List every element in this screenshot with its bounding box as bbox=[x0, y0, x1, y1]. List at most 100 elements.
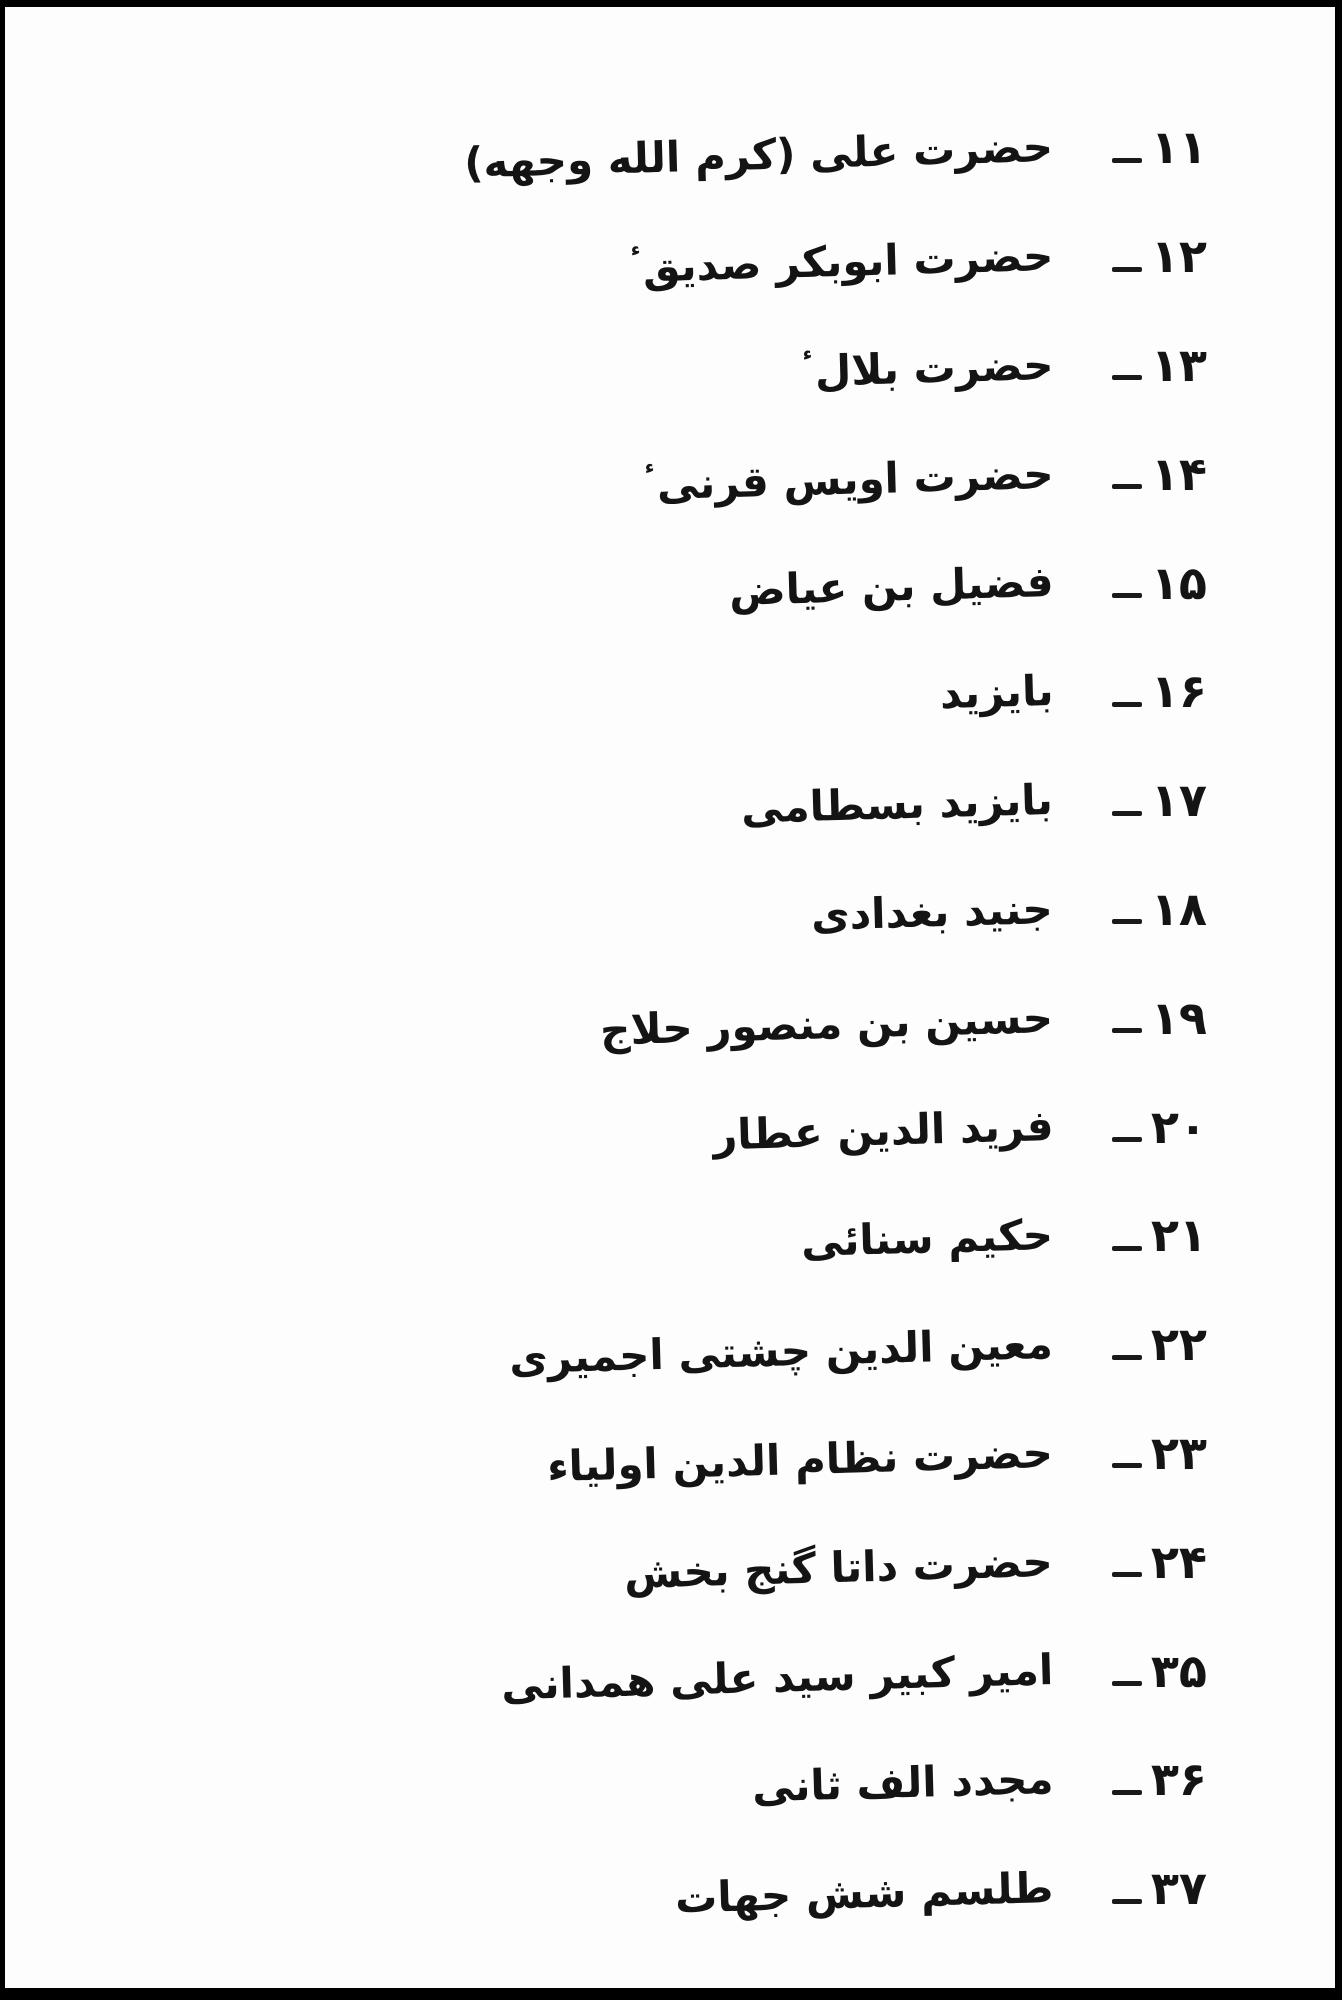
row-number-cell: ۱۹ bbox=[1111, 990, 1207, 1045]
row-number-dash bbox=[1111, 484, 1142, 490]
row-number: ۱۸ bbox=[1150, 881, 1207, 936]
row-name-text: بایزید بسطامی bbox=[740, 774, 1054, 833]
row-number-cell: ۱۸ bbox=[1111, 881, 1207, 936]
row-name-text: فضیل بن عیاض bbox=[727, 557, 1054, 616]
list-row: ۱۲ حضرت ابوبکر صدیقء bbox=[25, 202, 1207, 311]
list-row: ۱۴ حضرت اویس قرنیء bbox=[25, 419, 1207, 528]
row-name-text: بایزید bbox=[938, 666, 1054, 719]
row-name: حضرت بلالء bbox=[802, 339, 1054, 398]
row-name: بایزید bbox=[939, 665, 1054, 721]
row-number: ۱۷ bbox=[1150, 773, 1207, 828]
row-number-dash bbox=[1111, 266, 1142, 272]
row-name-text: معین الدین چشتی اجمیری bbox=[508, 1318, 1054, 1384]
list-row: ۱۱ حضرت علی (کرم الله وجهه) bbox=[25, 93, 1207, 202]
row-number: ۱۴ bbox=[1150, 446, 1207, 501]
row-number-cell: ۱۷ bbox=[1111, 773, 1207, 828]
row-number: ۱۱ bbox=[1150, 120, 1207, 175]
row-number-dash bbox=[1111, 1572, 1142, 1578]
row-name-text: امیر کبیر سید علی همدانی bbox=[500, 1645, 1054, 1710]
row-number-dash bbox=[1111, 919, 1142, 925]
list-row: ۱۳ حضرت بلالء bbox=[25, 311, 1207, 420]
row-name: حکیم سنائی bbox=[800, 1209, 1054, 1269]
list-row: ۲۱ حکیم سنائی bbox=[25, 1181, 1207, 1290]
row-number-cell: ۲۴ bbox=[1111, 1534, 1207, 1589]
row-number-dash bbox=[1111, 1898, 1142, 1904]
row-name: حضرت اویس قرنیء bbox=[644, 448, 1054, 512]
row-number-dash bbox=[1111, 1354, 1142, 1360]
list-row: ۳۵ امیر کبیر سید علی همدانی bbox=[25, 1616, 1207, 1725]
row-number: ۱۵ bbox=[1150, 555, 1207, 610]
list-row: ۱۹ حسین بن منصور حلاج bbox=[25, 963, 1207, 1072]
row-number: ۲۰ bbox=[1150, 1099, 1207, 1154]
row-name: حضرت علی (کرم الله وجهه) bbox=[464, 121, 1054, 190]
row-number: ۱۶ bbox=[1150, 664, 1207, 719]
row-number-dash bbox=[1111, 701, 1142, 707]
row-number-cell: ۱۴ bbox=[1111, 446, 1207, 501]
list-row: ۳۷ طلسم شش جهات bbox=[25, 1834, 1207, 1943]
row-name: حضرت ابوبکر صدیقء bbox=[630, 230, 1054, 294]
row-name: طلسم شش جهات bbox=[674, 1862, 1054, 1925]
row-number-dash bbox=[1111, 810, 1142, 816]
row-number-cell: ۱۲ bbox=[1111, 229, 1207, 284]
list-row: ۱۵ فضیل بن عیاض bbox=[25, 528, 1207, 637]
list-row: ۲۳ حضرت نظام الدین اولیاء bbox=[25, 1399, 1207, 1508]
row-number-dash bbox=[1111, 593, 1142, 599]
row-name: فرید الدین عطار bbox=[712, 1100, 1054, 1162]
row-number-cell: ۲۲ bbox=[1111, 1317, 1207, 1372]
row-number: ۲۴ bbox=[1150, 1534, 1207, 1589]
row-name-text: طلسم شش جهات bbox=[674, 1862, 1054, 1923]
row-number-cell: ۳۵ bbox=[1111, 1643, 1207, 1698]
row-number: ۱۲ bbox=[1150, 229, 1207, 284]
row-number: ۳۷ bbox=[1150, 1861, 1207, 1916]
row-name-text: حضرت داتا گنج بخش bbox=[623, 1536, 1054, 1598]
row-number: ۲۳ bbox=[1150, 1425, 1207, 1480]
row-number-dash bbox=[1111, 1789, 1142, 1795]
row-name: جنید بغدادی bbox=[811, 883, 1054, 942]
row-name-text: حکیم سنائی bbox=[800, 1210, 1054, 1267]
row-name-text: حضرت اویس قرنی bbox=[655, 448, 1054, 509]
row-number-cell: ۱۵ bbox=[1111, 555, 1207, 610]
list-row: ۳۶ مجدد الف ثانی bbox=[25, 1725, 1207, 1834]
row-name: حسین بن منصور حلاج bbox=[600, 992, 1054, 1057]
row-name: بایزید بسطامی bbox=[741, 774, 1054, 835]
row-name: حضرت نظام الدین اولیاء bbox=[547, 1427, 1054, 1494]
row-number-cell: ۳۷ bbox=[1111, 1861, 1207, 1916]
row-number: ۱۹ bbox=[1150, 990, 1207, 1045]
row-name-text: حضرت بلال bbox=[813, 339, 1054, 396]
row-number-dash bbox=[1111, 1028, 1142, 1034]
row-name-text: مجدد الف ثانی bbox=[751, 1754, 1054, 1812]
honorific-mark: ء bbox=[630, 238, 641, 261]
list-row: ۲۲ معین الدین چشتی اجمیری bbox=[25, 1290, 1207, 1399]
row-name: فضیل بن عیاض bbox=[728, 556, 1054, 618]
list-row: ۲۴ حضرت داتا گنج بخش bbox=[25, 1507, 1207, 1616]
row-name-text: حضرت نظام الدین اولیاء bbox=[546, 1427, 1054, 1491]
row-number: ۳۵ bbox=[1150, 1643, 1207, 1698]
row-number-cell: ۲۳ bbox=[1111, 1425, 1207, 1480]
row-number-dash bbox=[1111, 1245, 1142, 1251]
row-number-dash bbox=[1111, 157, 1142, 163]
row-name-text: حضرت علی (کرم الله وجهه) bbox=[463, 122, 1054, 188]
row-name: امیر کبیر سید علی همدانی bbox=[500, 1644, 1053, 1712]
row-number-dash bbox=[1111, 1137, 1142, 1143]
row-number-cell: ۲۰ bbox=[1111, 1099, 1207, 1154]
list-row: ۱۶ بایزید bbox=[25, 637, 1207, 746]
row-number-cell: ۱۱ bbox=[1111, 120, 1207, 175]
honorific-mark: ء bbox=[801, 342, 813, 365]
row-number-cell: ۱۳ bbox=[1111, 337, 1207, 392]
row-name: معین الدین چشتی اجمیری bbox=[509, 1318, 1054, 1386]
row-number-cell: ۱۶ bbox=[1111, 664, 1207, 719]
row-name-text: حضرت ابوبکر صدیق bbox=[641, 230, 1054, 292]
row-name: حضرت داتا گنج بخش bbox=[624, 1536, 1054, 1600]
row-number: ۲۱ bbox=[1150, 1208, 1207, 1263]
row-number-cell: ۲۱ bbox=[1111, 1208, 1207, 1263]
row-name-text: جنید بغدادی bbox=[810, 883, 1054, 940]
page: ۱۱ حضرت علی (کرم الله وجهه) ۱۲ حضرت ابوب… bbox=[5, 7, 1335, 1988]
row-number-dash bbox=[1111, 1463, 1142, 1469]
row-number: ۲۲ bbox=[1150, 1317, 1207, 1372]
row-number-dash bbox=[1111, 375, 1142, 381]
list-row: ۲۰ فرید الدین عطار bbox=[25, 1072, 1207, 1181]
row-name-text: فرید الدین عطار bbox=[711, 1101, 1054, 1160]
row-number: ۱۳ bbox=[1150, 337, 1207, 392]
row-number: ۳۶ bbox=[1150, 1752, 1207, 1807]
